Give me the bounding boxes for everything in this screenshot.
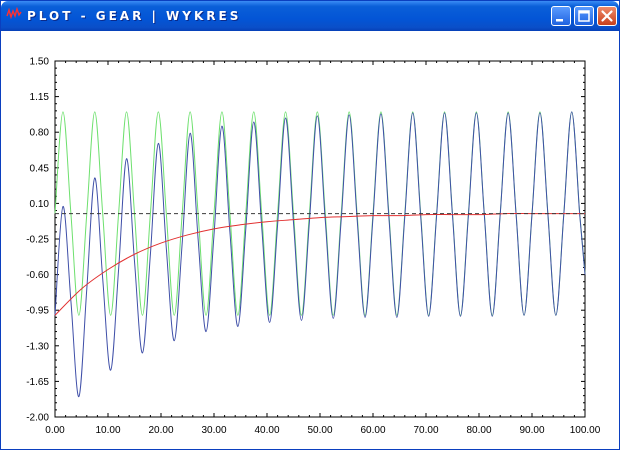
y-tick-label: -0.60 — [26, 270, 49, 281]
maximize-button[interactable] — [574, 6, 594, 26]
x-tick-label: 30.00 — [201, 425, 226, 436]
close-button[interactable] — [597, 6, 617, 26]
x-tick-label: 0.00 — [45, 425, 65, 436]
y-tick-label: -1.30 — [26, 341, 49, 352]
y-tick-label: -0.95 — [26, 306, 49, 317]
x-tick-label: 60.00 — [360, 425, 385, 436]
x-tick-label: 10.00 — [95, 425, 120, 436]
y-tick-label: -2.00 — [26, 413, 49, 424]
title-bar[interactable]: PLOT - GEAR | WYKRES — [1, 1, 619, 31]
series-line-1 — [54, 111, 586, 398]
y-tick-label: 0.10 — [30, 199, 50, 210]
y-tick-label: 1.50 — [30, 57, 50, 68]
x-tick-label: 80.00 — [466, 425, 491, 436]
y-tick-label: 0.45 — [30, 163, 50, 174]
x-tick-label: 20.00 — [148, 425, 173, 436]
plot-frame — [54, 60, 586, 418]
y-tick-label: 0.80 — [30, 128, 50, 139]
minimize-button[interactable] — [551, 6, 571, 26]
x-tick-label: 70.00 — [413, 425, 438, 436]
y-tick-label: -0.25 — [26, 235, 49, 246]
x-tick-label: 90.00 — [519, 425, 544, 436]
y-tick-label: -1.65 — [26, 377, 49, 388]
window-title: PLOT - GEAR | WYKRES — [27, 9, 242, 23]
minimize-icon — [556, 19, 563, 22]
line-chart: 0.00 10.00 20.00 30.00 40.00 50.00 60.00 70.00 8… — [26, 57, 601, 437]
close-icon — [601, 10, 613, 22]
maximize-icon — [578, 10, 590, 22]
y-tick-label: 1.15 — [30, 92, 50, 103]
x-tick-label: 40.00 — [254, 425, 279, 436]
plot-area: 0.00 10.00 20.00 30.00 40.00 50.00 60.00 70.00 8… — [4, 31, 616, 448]
waveform-icon — [6, 7, 22, 20]
x-tick-label: 50.00 — [307, 425, 332, 436]
x-tick-label: 100.00 — [570, 425, 601, 436]
